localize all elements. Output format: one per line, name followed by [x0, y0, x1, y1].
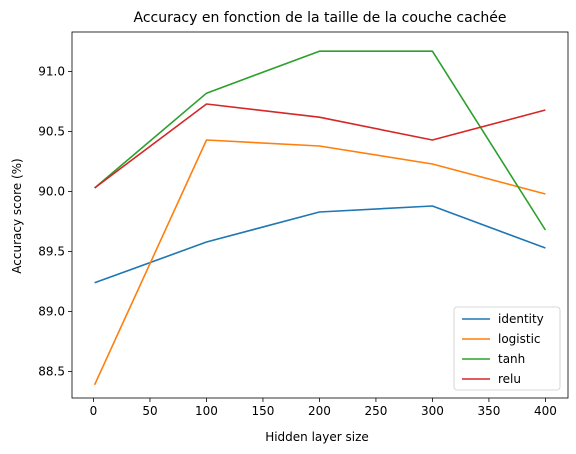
y-tick-label: 88.5	[38, 365, 65, 379]
x-tick-label: 50	[142, 404, 157, 418]
y-tick-label: 90.5	[38, 125, 65, 139]
x-tick-label: 150	[251, 404, 274, 418]
y-tick-label: 89.0	[38, 305, 65, 319]
x-tick-label: 300	[421, 404, 444, 418]
y-tick-label: 91.0	[38, 65, 65, 79]
x-tick-label: 200	[308, 404, 331, 418]
chart-title: Accuracy en fonction de la taille de la …	[133, 10, 506, 26]
series-line-logistic	[93, 139, 546, 386]
x-axis: 0 50 100 150 200 250 300 350 400	[90, 398, 557, 418]
series-line-tanh	[94, 50, 547, 231]
x-tick-label: 100	[195, 404, 218, 418]
series-line-identity	[94, 205, 546, 284]
x-tick-label: 400	[534, 404, 557, 418]
x-tick-label: 0	[90, 404, 98, 418]
legend-label-identity: identity	[498, 312, 544, 326]
legend-label-logistic: logistic	[498, 332, 541, 346]
legend: identity logistic tanh relu	[453, 306, 561, 391]
y-axis: 88.5 89.0 89.5 90.0 90.5 91.0	[38, 65, 72, 379]
plot-area	[71, 31, 569, 399]
plot-frame	[71, 31, 569, 399]
legend-label-relu: relu	[498, 372, 521, 386]
y-tick-label: 89.5	[38, 245, 65, 259]
series-layer	[93, 50, 547, 386]
series-line-relu	[94, 103, 546, 189]
x-axis-title: Hidden layer size	[265, 430, 369, 444]
y-tick-label: 90.0	[38, 185, 65, 199]
y-axis-title: Accuracy score (%)	[10, 158, 24, 273]
x-tick-label: 350	[477, 404, 500, 418]
legend-box	[453, 306, 561, 391]
legend-label-tanh: tanh	[498, 352, 525, 366]
x-tick-label: 250	[364, 404, 387, 418]
